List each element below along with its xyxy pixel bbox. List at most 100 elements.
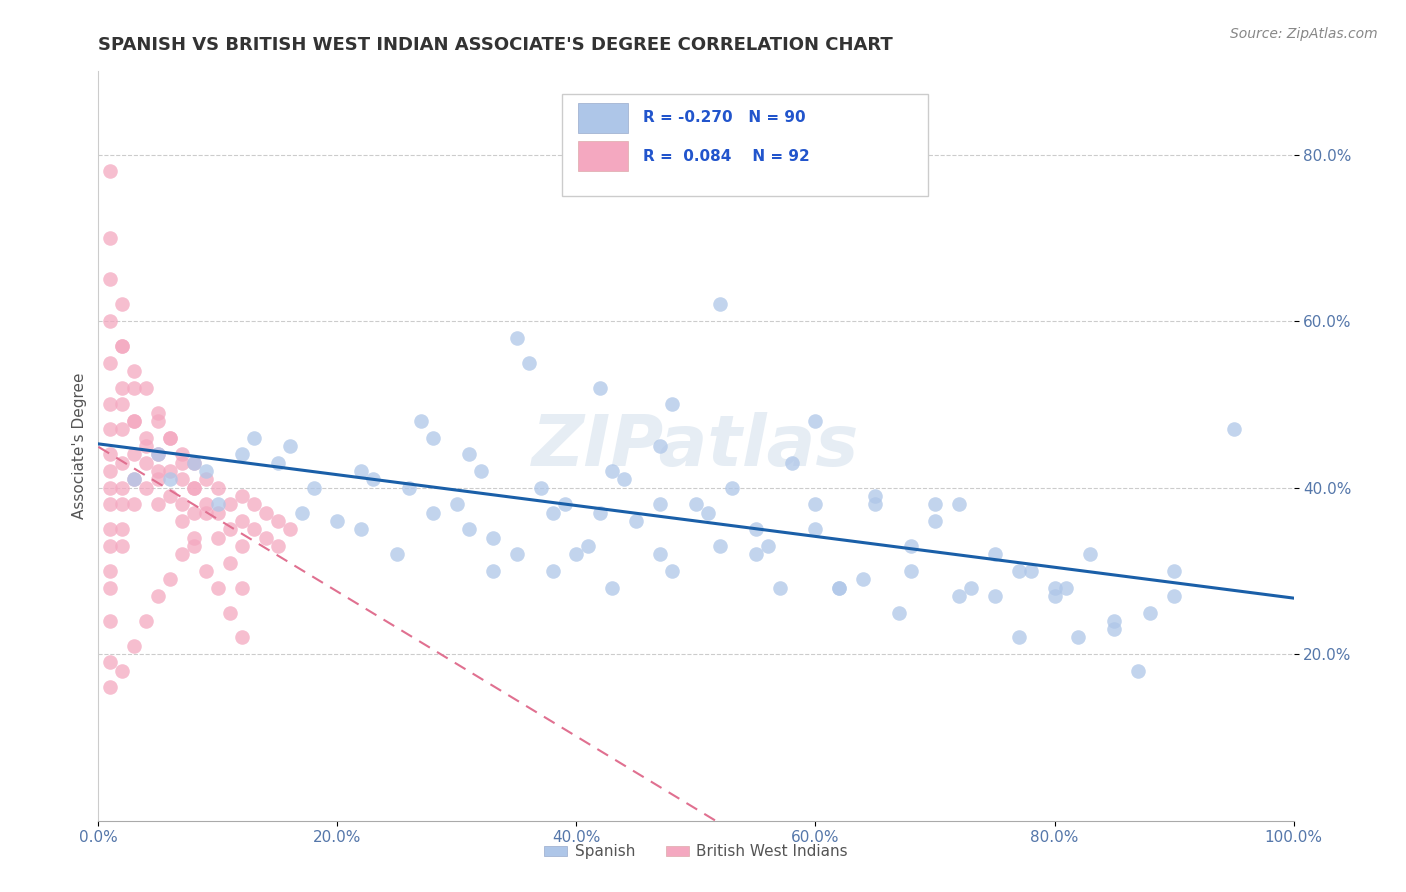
Point	[98, 522, 122, 536]
Point	[207, 497, 229, 511]
Point	[648, 439, 672, 453]
Point	[506, 547, 529, 561]
Point	[124, 414, 146, 428]
Point	[159, 431, 181, 445]
Point	[124, 364, 146, 378]
Point	[458, 447, 481, 461]
Point	[924, 497, 946, 511]
Point	[278, 522, 301, 536]
Point	[98, 497, 122, 511]
Point	[1043, 581, 1066, 595]
Point	[111, 664, 134, 678]
Point	[231, 489, 253, 503]
Point	[183, 506, 205, 520]
Point	[602, 581, 624, 595]
Point	[960, 581, 983, 595]
Point	[948, 497, 970, 511]
Text: R =  0.084    N = 92: R = 0.084 N = 92	[643, 149, 810, 163]
Point	[1056, 581, 1078, 595]
Point	[207, 481, 229, 495]
Point	[98, 681, 122, 695]
Point	[1163, 589, 1185, 603]
Point	[195, 564, 218, 578]
Point	[98, 422, 122, 436]
Point	[1067, 631, 1090, 645]
Point	[183, 456, 205, 470]
Point	[98, 464, 122, 478]
Point	[98, 231, 122, 245]
Point	[111, 522, 134, 536]
Point	[984, 589, 1007, 603]
Point	[159, 489, 181, 503]
Point	[159, 464, 181, 478]
Point	[267, 456, 290, 470]
Point	[172, 514, 194, 528]
Point	[804, 414, 827, 428]
Point	[398, 481, 420, 495]
Point	[385, 547, 409, 561]
Point	[207, 531, 229, 545]
Point	[243, 431, 266, 445]
Point	[852, 572, 875, 586]
Point	[602, 464, 624, 478]
Point	[159, 572, 181, 586]
Point	[756, 539, 779, 553]
Point	[98, 581, 122, 595]
Point	[231, 581, 253, 595]
Point	[111, 339, 134, 353]
Point	[98, 314, 122, 328]
Point	[98, 656, 122, 670]
Point	[804, 522, 827, 536]
Point	[1104, 614, 1126, 628]
Point	[889, 606, 911, 620]
Point	[626, 514, 648, 528]
Point	[1019, 564, 1042, 578]
Point	[159, 431, 181, 445]
Point	[111, 381, 134, 395]
Point	[350, 522, 373, 536]
Point	[565, 547, 588, 561]
Y-axis label: Associate's Degree: Associate's Degree	[72, 373, 87, 519]
Point	[254, 506, 277, 520]
Point	[589, 381, 612, 395]
Point	[148, 414, 170, 428]
Point	[148, 497, 170, 511]
Point	[98, 564, 122, 578]
Point	[709, 297, 731, 311]
Point	[613, 472, 636, 486]
Point	[195, 506, 218, 520]
Legend: Spanish, British West Indians: Spanish, British West Indians	[538, 838, 853, 865]
Point	[159, 472, 181, 486]
Point	[124, 447, 146, 461]
Point	[111, 497, 134, 511]
Point	[195, 464, 218, 478]
Point	[207, 506, 229, 520]
Point	[111, 339, 134, 353]
Point	[1008, 564, 1031, 578]
Point	[124, 472, 146, 486]
Point	[458, 522, 481, 536]
Point	[709, 539, 731, 553]
Point	[98, 356, 122, 370]
Point	[231, 514, 253, 528]
Point	[648, 547, 672, 561]
Point	[865, 497, 887, 511]
Point	[219, 522, 242, 536]
Point	[219, 606, 242, 620]
Point	[278, 439, 301, 453]
Text: SPANISH VS BRITISH WEST INDIAN ASSOCIATE'S DEGREE CORRELATION CHART: SPANISH VS BRITISH WEST INDIAN ASSOCIATE…	[98, 36, 893, 54]
Point	[124, 414, 146, 428]
Point	[111, 481, 134, 495]
Point	[411, 414, 433, 428]
Point	[446, 497, 468, 511]
Point	[172, 447, 194, 461]
Point	[172, 472, 194, 486]
Point	[243, 522, 266, 536]
Point	[1163, 564, 1185, 578]
Point	[745, 547, 768, 561]
Point	[135, 381, 157, 395]
Point	[506, 331, 529, 345]
Text: ZIPatlas: ZIPatlas	[533, 411, 859, 481]
Point	[267, 539, 290, 553]
Point	[685, 497, 707, 511]
